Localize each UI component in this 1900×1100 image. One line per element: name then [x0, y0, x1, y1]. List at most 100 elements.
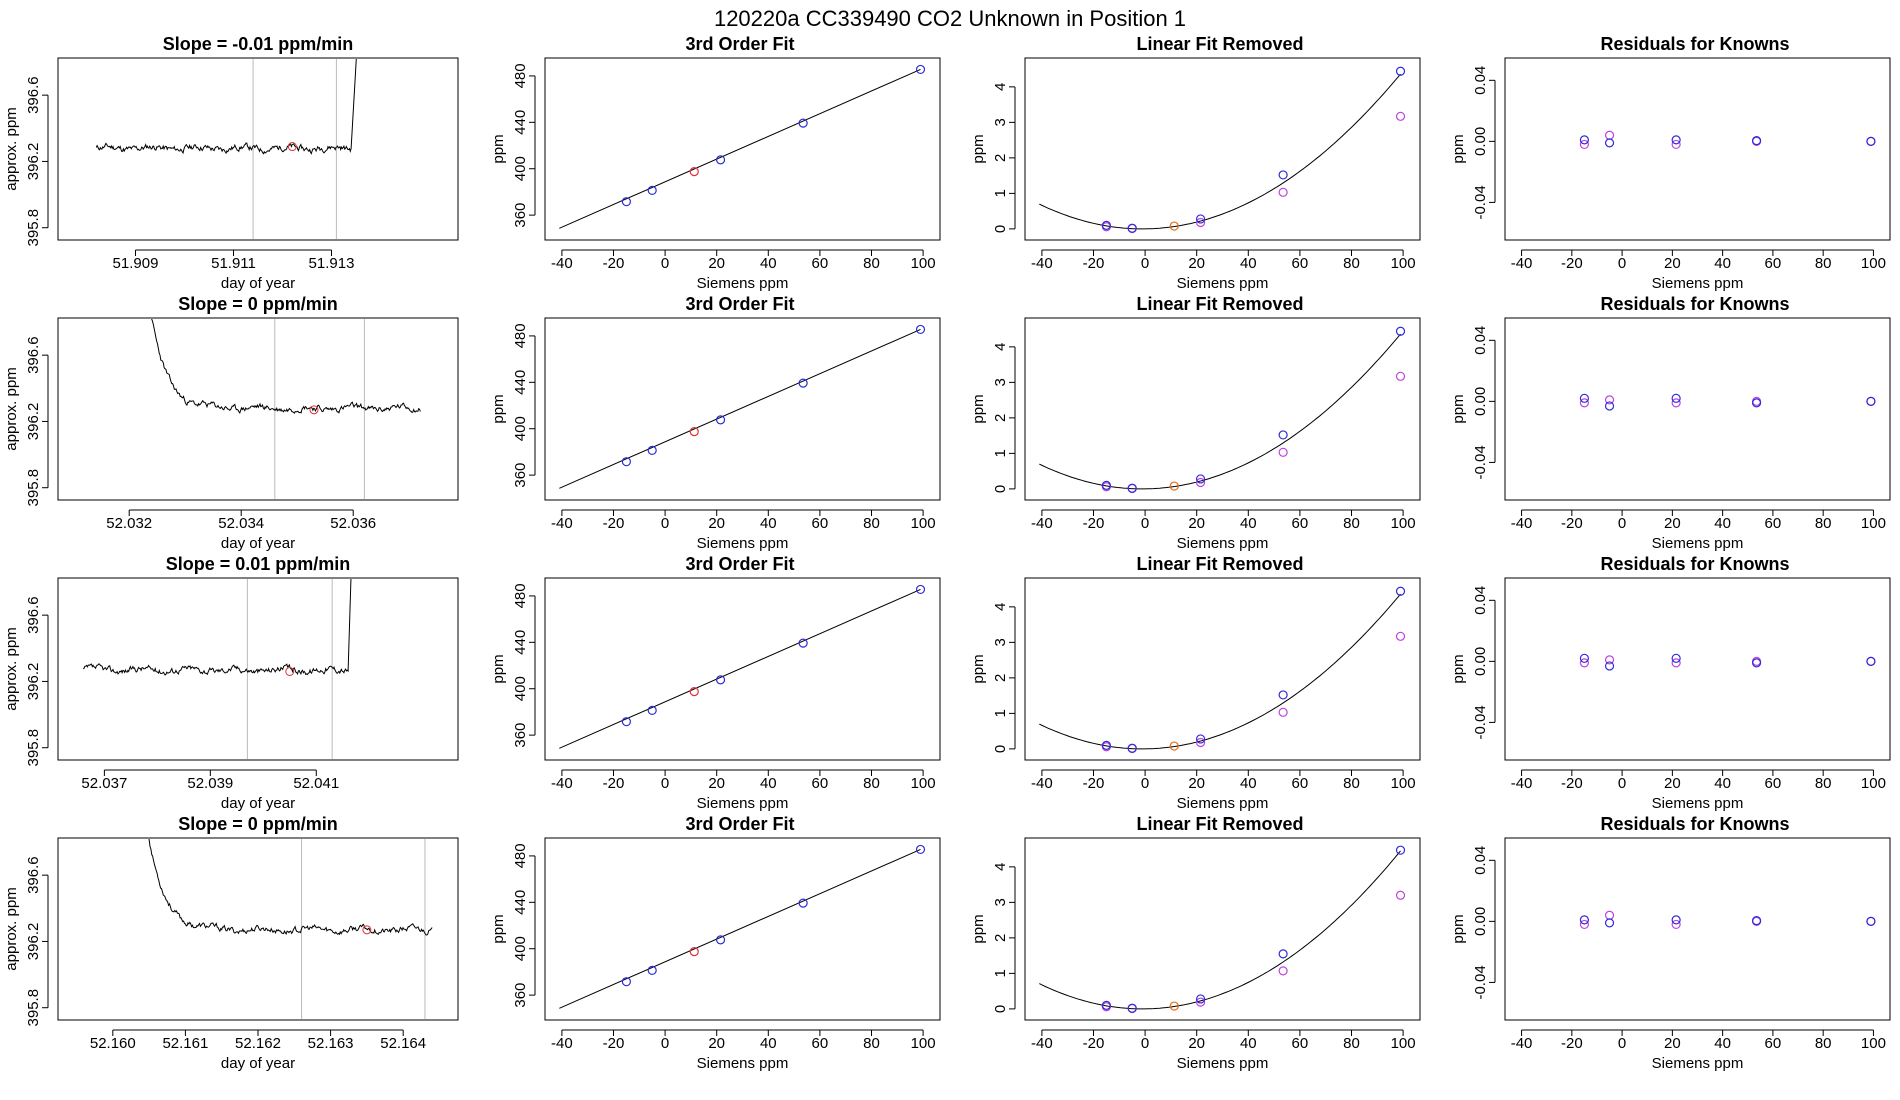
chart-panel-fit: 3rd Order Fit -40 -20 0 20 40 60 80 100 Siemens p… [490, 294, 941, 552]
alternate-residual-point [1604, 395, 1615, 405]
known-standard-point [621, 977, 632, 987]
y-tick-label: 440 [512, 110, 529, 135]
plot-area [559, 64, 926, 229]
x-axis: 51.909 51.911 51.913 day of year [113, 249, 354, 292]
y-tick-label: -0.04 [1472, 705, 1489, 739]
x-tick-label: 80 [1343, 1035, 1360, 1052]
y-axis: 360 400 440 480 ppm [490, 843, 536, 1008]
chart-panel-linear_removed: Linear Fit Removed-40 -20 0 20 40 60 80 100Siem… [970, 554, 1421, 812]
chart-panel-residuals: Residuals for Knowns -40 -20 0 20 40 60 80 100 Si… [1450, 814, 1891, 1072]
plot-frame [1024, 317, 1421, 501]
x-tick-label: 80 [863, 515, 880, 532]
y-axis-label: ppm [1450, 134, 1467, 163]
known-residual-point [1579, 915, 1590, 925]
y-axis-label: ppm [1450, 654, 1467, 683]
x-tick-label: 100 [1861, 255, 1886, 272]
known-standard-point [1101, 480, 1112, 490]
x-tick-label: 100 [1391, 255, 1416, 272]
x-tick-label: -20 [1083, 1035, 1105, 1052]
y-tick-label: 395.8 [25, 469, 42, 507]
plot-area [151, 319, 421, 499]
plot-area [82, 579, 352, 759]
unknown-sample-marker [287, 142, 297, 152]
x-axis-label: Siemens ppm [1177, 275, 1269, 292]
y-axis: -0.04 0.00 0.04 ppm [1450, 846, 1496, 1000]
x-axis-label: Siemens ppm [697, 795, 789, 812]
y-tick-label: 480 [512, 323, 529, 348]
known-residual-point [1579, 393, 1590, 403]
known-standard-point [647, 705, 657, 716]
y-tick-label: -0.04 [1472, 185, 1489, 219]
x-tick-label: -20 [603, 1035, 625, 1052]
unknown-sample-marker [309, 405, 319, 415]
known-residual-point [1671, 653, 1681, 663]
known-residual-point [1671, 393, 1681, 403]
x-tick-label: 0 [661, 1035, 669, 1052]
x-axis: -40 -20 0 20 40 60 80 100 Siemens ppm [1511, 509, 1886, 552]
x-tick-label: -20 [1083, 255, 1105, 272]
plot-frame [1024, 837, 1421, 1021]
known-residual-point [1671, 135, 1681, 145]
known-standard-point [1101, 220, 1112, 230]
y-axis: -0.04 0.00 0.04 ppm [1450, 586, 1496, 740]
x-axis-label: Siemens ppm [1652, 1055, 1744, 1072]
y-tick-label: 0 [992, 745, 1009, 753]
x-tick-label: 0 [1141, 515, 1149, 532]
plot-frame [1504, 317, 1891, 501]
x-tick-label: 80 [1815, 1035, 1832, 1052]
x-tick-label: 52.034 [218, 515, 264, 532]
y-tick-label: 360 [512, 723, 529, 748]
x-tick-label: 52.037 [81, 775, 127, 792]
known-standard-point [1395, 66, 1406, 76]
x-tick-label: 60 [1765, 775, 1782, 792]
y-tick-label: 3 [992, 118, 1009, 126]
known-standard-point [915, 64, 926, 75]
x-axis-label: Siemens ppm [697, 535, 789, 552]
quadratic-curve [1039, 593, 1401, 750]
y-tick-label: 0 [992, 225, 1009, 233]
x-tick-label: 20 [1188, 1035, 1205, 1052]
chart-title: 3rd Order Fit [685, 34, 794, 54]
x-tick-label: 60 [1765, 1035, 1782, 1052]
known-standard-point [1395, 845, 1406, 855]
x-tick-label: 60 [812, 515, 829, 532]
x-tick-label: 0 [1141, 255, 1149, 272]
x-tick-label: 80 [1815, 515, 1832, 532]
chart-title: 3rd Order Fit [685, 294, 794, 314]
y-axis-label: ppm [970, 654, 987, 683]
x-axis: -40 -20 0 20 40 60 80 100 Siemens ppm [551, 509, 936, 552]
y-tick-label: 396.2 [25, 403, 42, 441]
known-standard-point [798, 118, 808, 128]
y-axis: 0 1 2 3 4 ppm [970, 603, 1016, 753]
x-tick-label: 60 [812, 1035, 829, 1052]
x-tick-label: 80 [1343, 515, 1360, 532]
known-standard-point [715, 935, 726, 945]
x-axis-label: Siemens ppm [697, 1055, 789, 1072]
y-tick-label: 395.8 [25, 989, 42, 1027]
alternate-residual-point [1671, 658, 1681, 668]
x-tick-label: -20 [1083, 515, 1105, 532]
x-tick-label: -20 [603, 515, 625, 532]
y-axis: 360 400 440 480 ppm [490, 63, 536, 228]
x-tick-label: -40 [1031, 255, 1053, 272]
x-axis-label: Siemens ppm [697, 275, 789, 292]
chart-panel-residuals: Residuals for Knowns -40 -20 0 20 40 60 80 100 Si… [1450, 554, 1891, 812]
known-residual-point [1751, 398, 1762, 408]
unknown-point [1169, 221, 1179, 231]
x-axis-label: Siemens ppm [1177, 535, 1269, 552]
x-tick-label: 20 [1664, 775, 1681, 792]
y-axis-label: ppm [1450, 394, 1467, 423]
y-axis-label: ppm [490, 394, 507, 423]
chart-title: Slope = -0.01 ppm/min [163, 34, 354, 54]
x-tick-label: 100 [1391, 1035, 1416, 1052]
y-tick-label: 480 [512, 583, 529, 608]
y-tick-label: 1 [992, 189, 1009, 197]
chart-panel-fit: 3rd Order Fit -40 -20 0 20 40 60 80 100 Siemens p… [490, 34, 941, 292]
chart-title: Residuals for Knowns [1600, 814, 1789, 834]
alternate-point [1195, 477, 1206, 488]
x-tick-label: 52.161 [162, 1035, 208, 1052]
unknown-point [689, 947, 699, 957]
unknown-sample-marker [285, 666, 295, 676]
y-tick-label: 440 [512, 370, 529, 395]
x-tick-label: -40 [1031, 515, 1053, 532]
